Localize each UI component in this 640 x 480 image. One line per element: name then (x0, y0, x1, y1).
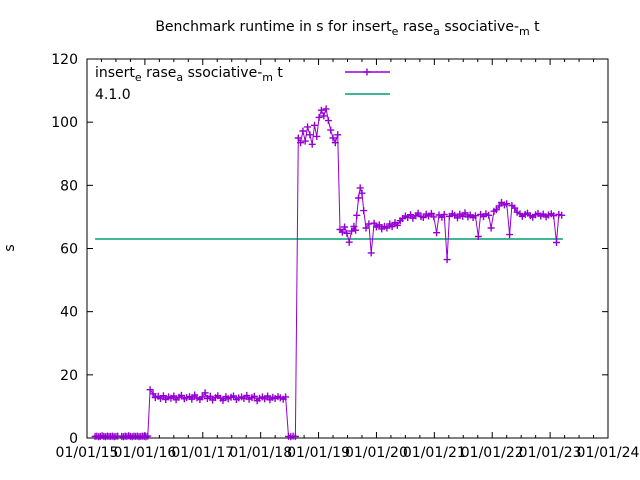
x-tick-label: 01/01/22 (461, 445, 524, 461)
x-tick-label: 01/01/23 (519, 445, 582, 461)
y-tick-label: 40 (60, 305, 78, 321)
x-tick-label: 01/01/20 (345, 445, 408, 461)
x-tick-label: 01/01/15 (56, 445, 119, 461)
y-axis-label: s (2, 244, 18, 251)
x-tick-label: 01/01/16 (113, 445, 176, 461)
axis-ticks (86, 58, 609, 439)
y-axis-tick-labels: 0 20 40 60 80 100 120 (51, 52, 78, 447)
legend (345, 68, 390, 95)
legend-label-benchmark: inserte rasea ssociative-m t (95, 65, 283, 84)
x-tick-label: 01/01/24 (577, 445, 640, 461)
y-tick-label: 60 (60, 242, 78, 258)
y-tick-label: 0 (69, 431, 78, 447)
plot-border (86, 58, 609, 439)
chart-title: Benchmark runtime in s for inserte rasea… (155, 19, 540, 38)
x-tick-label: 01/01/21 (403, 445, 466, 461)
y-tick-label: 120 (51, 52, 78, 68)
benchmark-series-markers (91, 105, 566, 441)
legend-label-version: 4.1.0 (95, 87, 131, 103)
x-tick-label: 01/01/18 (229, 445, 292, 461)
y-tick-label: 100 (51, 115, 78, 131)
benchmark-series-line (95, 106, 562, 438)
y-tick-label: 80 (60, 178, 78, 194)
legend-sample-benchmark-marker (363, 68, 371, 76)
y-tick-label: 20 (60, 368, 78, 384)
x-tick-label: 01/01/17 (171, 445, 234, 461)
x-axis-tick-labels: 01/01/1501/01/1601/01/1701/01/1801/01/19… (56, 445, 640, 461)
x-tick-label: 01/01/19 (287, 445, 350, 461)
